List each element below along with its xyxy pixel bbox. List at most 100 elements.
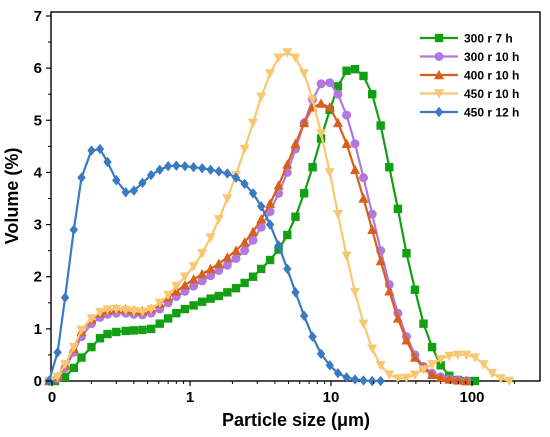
data-point bbox=[452, 350, 463, 361]
data-point bbox=[470, 376, 480, 386]
data-point bbox=[504, 376, 515, 387]
y-tick-label: 5 bbox=[34, 112, 42, 129]
x-tick-label: 100 bbox=[459, 389, 484, 406]
data-point bbox=[179, 272, 190, 282]
data-point bbox=[248, 226, 259, 237]
data-point bbox=[256, 92, 267, 103]
data-point bbox=[248, 118, 259, 129]
data-point bbox=[189, 301, 198, 310]
data-point bbox=[384, 370, 395, 380]
data-point bbox=[333, 367, 343, 379]
data-point bbox=[402, 249, 411, 258]
y-tick-label: 1 bbox=[34, 321, 42, 338]
data-point bbox=[495, 374, 506, 384]
data-point bbox=[188, 262, 199, 272]
data-point bbox=[172, 160, 181, 171]
legend-marker bbox=[434, 89, 444, 99]
data-point bbox=[375, 255, 386, 266]
data-point bbox=[205, 263, 216, 274]
data-point bbox=[325, 360, 334, 371]
data-point bbox=[436, 361, 445, 370]
data-point bbox=[137, 307, 148, 317]
tick-layer: 0 1 2 3 4 5 6 7 0 1 10 100 bbox=[34, 8, 515, 406]
data-point bbox=[103, 156, 112, 168]
data-point bbox=[359, 71, 368, 81]
data-point bbox=[342, 372, 351, 383]
data-point bbox=[316, 134, 326, 143]
data-point bbox=[138, 325, 147, 335]
data-point bbox=[248, 188, 258, 199]
series-4 bbox=[44, 143, 385, 387]
data-point bbox=[138, 177, 147, 189]
data-point bbox=[350, 139, 360, 149]
data-point bbox=[341, 251, 352, 262]
data-point bbox=[146, 169, 156, 181]
data-point bbox=[376, 121, 385, 130]
data-point bbox=[299, 189, 309, 198]
data-point bbox=[52, 372, 63, 383]
data-point bbox=[239, 144, 250, 155]
data-point bbox=[283, 230, 292, 240]
data-point bbox=[87, 342, 96, 352]
data-point bbox=[214, 291, 223, 301]
data-point bbox=[121, 187, 130, 198]
data-point bbox=[324, 168, 335, 178]
data-point bbox=[359, 375, 368, 386]
data-point bbox=[223, 168, 232, 179]
data-point bbox=[367, 224, 378, 234]
data-point bbox=[121, 326, 130, 336]
series-layer bbox=[44, 48, 515, 387]
data-point bbox=[290, 138, 301, 148]
data-point bbox=[392, 313, 403, 323]
data-point bbox=[146, 324, 156, 334]
data-point bbox=[68, 342, 79, 353]
data-point bbox=[256, 222, 266, 232]
data-point bbox=[112, 327, 121, 337]
data-point bbox=[342, 110, 352, 120]
data-point bbox=[214, 265, 224, 275]
x-tick-label: 10 bbox=[323, 389, 340, 406]
data-point bbox=[392, 374, 403, 384]
data-point bbox=[197, 276, 207, 286]
data-point bbox=[95, 307, 106, 318]
data-point bbox=[87, 145, 96, 156]
data-point bbox=[265, 198, 276, 208]
data-point bbox=[325, 78, 335, 88]
data-point bbox=[102, 305, 113, 315]
data-point bbox=[427, 369, 438, 379]
data-point bbox=[367, 209, 377, 219]
y-tick-label: 0 bbox=[34, 373, 42, 390]
data-point bbox=[291, 212, 300, 221]
data-point bbox=[231, 253, 241, 263]
data-point bbox=[257, 264, 266, 274]
data-point bbox=[478, 360, 489, 370]
data-point bbox=[206, 271, 216, 281]
y-tick-label: 2 bbox=[34, 269, 42, 286]
data-point bbox=[222, 194, 233, 204]
data-point bbox=[163, 160, 173, 172]
data-point bbox=[350, 374, 360, 385]
data-point bbox=[222, 260, 232, 270]
data-point bbox=[154, 298, 165, 308]
data-point bbox=[444, 351, 455, 362]
data-point bbox=[77, 172, 86, 183]
data-point bbox=[393, 204, 403, 214]
data-point bbox=[60, 292, 70, 303]
data-point bbox=[401, 335, 412, 345]
data-point bbox=[163, 290, 174, 301]
data-point bbox=[155, 164, 164, 176]
data-point bbox=[487, 368, 498, 379]
data-point bbox=[274, 240, 283, 251]
legend-marker bbox=[434, 33, 444, 43]
data-point bbox=[146, 304, 157, 315]
data-point bbox=[240, 278, 249, 288]
data-point bbox=[461, 350, 472, 361]
data-point bbox=[375, 361, 386, 371]
y-tick-label: 7 bbox=[34, 8, 42, 25]
data-point bbox=[128, 306, 139, 317]
legend-label: 450 r 10 h bbox=[464, 87, 519, 101]
data-point bbox=[435, 372, 446, 383]
legend-label: 400 r 10 h bbox=[464, 69, 519, 83]
data-point bbox=[171, 281, 182, 292]
